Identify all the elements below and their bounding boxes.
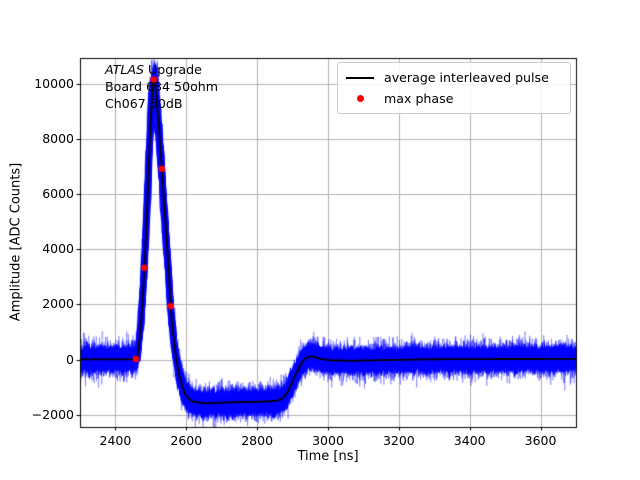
y-tick-label: 2000 (42, 296, 74, 312)
legend-dot-sample (345, 95, 375, 102)
x-tick-label: 3000 (312, 433, 344, 448)
annotation-atlas: ATLAS (105, 62, 145, 77)
annotation-text: ATLAS Upgrade Board 634 50ohm Ch067 50dB (105, 61, 218, 112)
x-tick-label: 2800 (241, 433, 274, 448)
legend-item-max-phase: max phase (345, 88, 562, 109)
legend-item-average: average interleaved pulse (345, 67, 562, 88)
legend-label-average: average interleaved pulse (384, 70, 549, 85)
x-tick-label: 3400 (453, 433, 486, 448)
black-line-icon (346, 76, 374, 79)
x-tick-label: 2400 (99, 433, 132, 448)
y-tick-label: −2000 (31, 406, 74, 422)
x-tick-label: 2600 (170, 433, 203, 448)
red-dot-icon (356, 95, 364, 102)
x-axis-label: Time [ns] (297, 449, 359, 464)
annotation-upgrade: Upgrade (144, 62, 202, 77)
x-tick-label: 3200 (382, 433, 415, 448)
annotation-line-3: Ch067 50dB (105, 96, 183, 111)
y-tick-label: 4000 (42, 241, 74, 257)
legend-label-max-phase: max phase (384, 91, 454, 106)
y-tick-label: 6000 (42, 186, 74, 202)
y-tick-label: 0 (66, 351, 74, 367)
legend: average interleaved pulse max phase (337, 62, 571, 114)
annotation-line-2: Board 634 50ohm (105, 79, 219, 94)
y-tick-label: 8000 (42, 131, 74, 147)
x-tick-label: 3600 (524, 433, 557, 448)
y-tick-label: 10000 (34, 76, 74, 92)
annotation-line-1: ATLAS Upgrade (105, 61, 218, 78)
legend-line-sample (345, 76, 375, 79)
